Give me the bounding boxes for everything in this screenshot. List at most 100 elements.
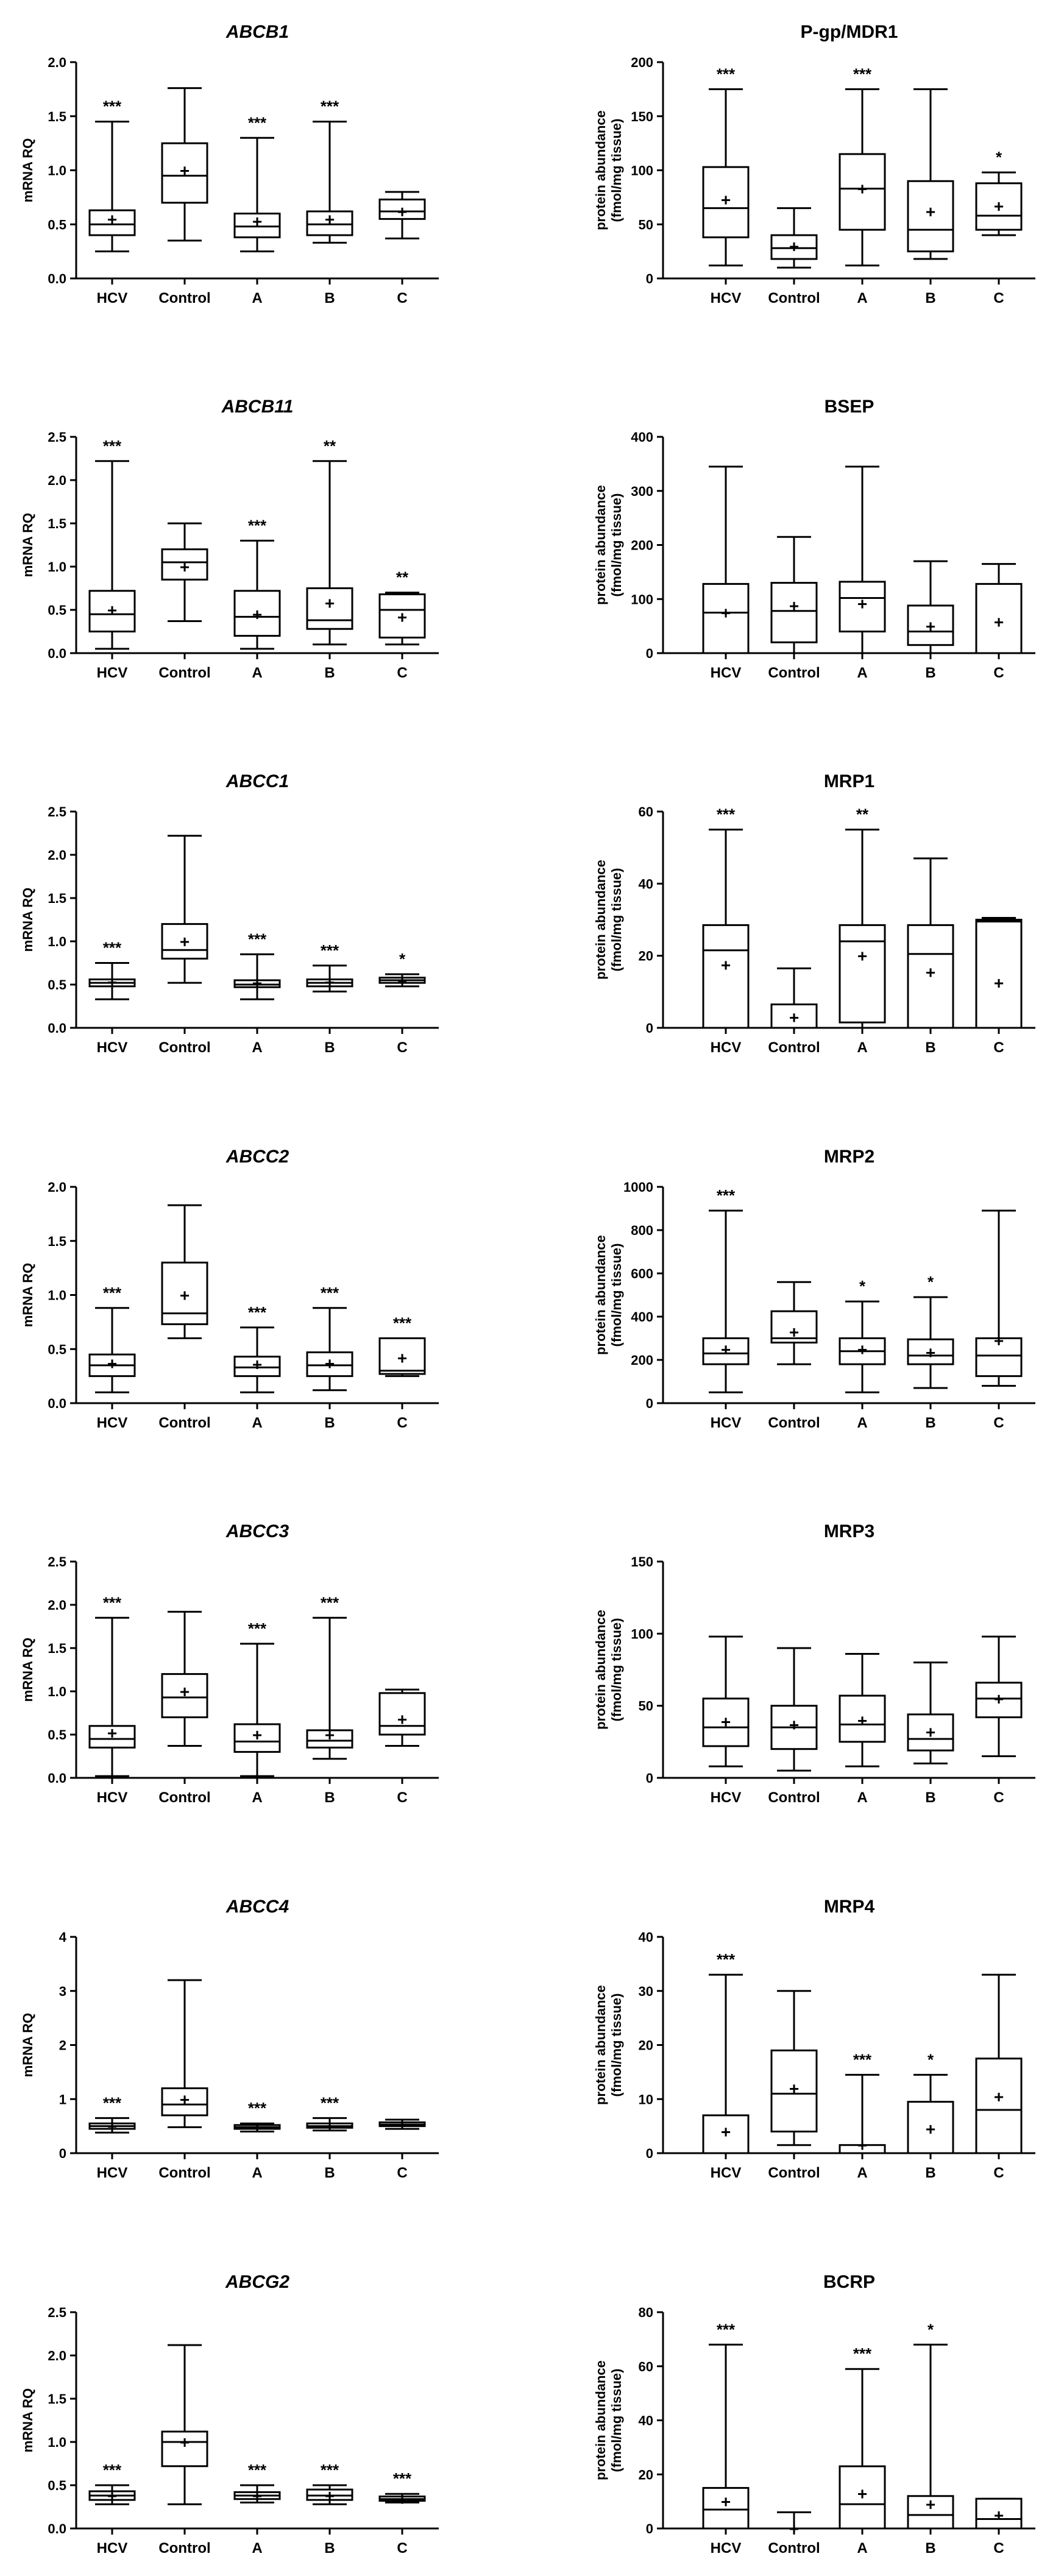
- mean-marker: +: [107, 601, 117, 620]
- iqr-box: [770, 2049, 818, 2132]
- mean-marker: +: [107, 2486, 117, 2505]
- mean-marker: +: [180, 557, 190, 576]
- mean-marker: +: [252, 605, 262, 624]
- y-tick-label: 0.5: [48, 1342, 66, 1357]
- box-a: A+***: [233, 2099, 281, 2181]
- significance-label: *: [927, 2050, 934, 2068]
- y-tick-label: 2.5: [48, 1554, 66, 1569]
- mean-marker: +: [325, 210, 335, 228]
- category-label: C: [993, 2540, 1004, 2557]
- y-axis-label: protein abundance: [593, 485, 608, 605]
- y-tick-label: 60: [639, 804, 653, 819]
- mean-marker: +: [721, 1340, 731, 1359]
- iqr-box: [975, 919, 1023, 1029]
- y-axis-label-units: (fmol/mg tissue): [609, 1244, 624, 1347]
- iqr-box: [907, 2101, 954, 2154]
- box-a: A+***: [839, 2344, 886, 2557]
- iqr-box: [161, 142, 208, 204]
- chart-title: MRP3: [824, 1521, 874, 1541]
- iqr-box: [161, 2087, 208, 2117]
- y-tick-label: 400: [631, 430, 653, 445]
- mean-marker: +: [397, 2115, 407, 2134]
- category-label: C: [397, 1415, 407, 1431]
- iqr-box: [839, 153, 886, 231]
- box-a: A+***: [233, 1303, 281, 1431]
- box-control: Control +: [158, 1610, 211, 1806]
- y-tick-label: 2: [59, 2038, 66, 2053]
- mean-marker: +: [926, 617, 935, 636]
- category-label: C: [993, 290, 1004, 306]
- mean-marker: +: [252, 2486, 262, 2505]
- chart-title: BCRP: [823, 2272, 875, 2292]
- category-label: Control: [768, 1039, 820, 1056]
- y-tick-label: 0.5: [48, 217, 66, 232]
- iqr-box: [839, 924, 886, 1024]
- box-c: C+: [975, 917, 1023, 1056]
- box-a: A+: [839, 465, 886, 681]
- y-tick-label: 0: [646, 271, 653, 286]
- category-label: HCV: [97, 2165, 128, 2181]
- category-label: B: [925, 1039, 935, 1056]
- mean-marker: +: [994, 2087, 1004, 2106]
- y-tick-label: 40: [639, 2413, 653, 2429]
- significance-label: ***: [248, 113, 267, 132]
- chart-title: BSEP: [825, 397, 874, 417]
- category-label: B: [925, 2540, 935, 2557]
- mean-marker: +: [107, 1354, 117, 1373]
- y-tick-label: 1.5: [48, 1641, 66, 1656]
- category-label: Control: [158, 1789, 210, 1806]
- significance-label: *: [859, 1277, 866, 1295]
- iqr-box: [839, 581, 886, 632]
- mean-marker: +: [180, 161, 190, 180]
- y-tick-label: 1.5: [48, 1234, 66, 1249]
- box-control: Control +: [158, 1979, 211, 2181]
- mean-marker: +: [926, 2120, 935, 2139]
- iqr-box: [702, 1337, 750, 1365]
- chart-title: P-gp/MDR1: [801, 22, 898, 42]
- category-label: Control: [768, 2165, 820, 2181]
- chart-title: ABCC1: [225, 771, 289, 791]
- box-hcv: HCV + ***: [702, 1950, 750, 2181]
- iqr-box: [975, 1682, 1023, 1719]
- mean-marker: +: [180, 932, 190, 951]
- significance-label: *: [996, 148, 1002, 166]
- y-tick-label: 0: [646, 1771, 653, 1786]
- y-tick-label: 40: [639, 876, 653, 891]
- box-a: A+***: [233, 930, 281, 1056]
- y-tick-label: 50: [639, 1699, 653, 1714]
- category-label: HCV: [711, 1415, 742, 1431]
- mean-marker: +: [325, 973, 335, 992]
- y-axis-label: protein abundance: [593, 1985, 608, 2105]
- box-hcv: HCV + ***: [702, 65, 750, 306]
- box-b: B + *: [907, 1273, 954, 1431]
- y-axis-label: mRNA RQ: [20, 513, 35, 578]
- y-axis-label: protein abundance: [593, 860, 608, 980]
- mean-marker: +: [397, 1348, 407, 1367]
- chart-mrp1: MRP1 protein abundance (fmol/mg tissue) 0 20…: [593, 771, 1035, 1056]
- y-tick-label: 100: [631, 592, 653, 607]
- mean-marker: +: [857, 1340, 867, 1359]
- chart-title: ABCC4: [225, 1897, 289, 1917]
- category-label: B: [324, 2165, 335, 2181]
- box-control: Control +: [768, 1990, 820, 2181]
- y-tick-label: 1.0: [48, 934, 66, 949]
- category-label: C: [397, 1789, 407, 1806]
- box-hcv: HCV + ***: [702, 2320, 750, 2557]
- category-label: C: [397, 2165, 407, 2181]
- box-hcv: HCV + ***: [702, 1186, 750, 1431]
- y-tick-label: 0: [646, 1021, 653, 1036]
- y-tick-label: 1.0: [48, 559, 66, 575]
- y-tick-label: 20: [639, 2038, 653, 2053]
- mean-marker: +: [397, 607, 407, 626]
- iqr-box: [975, 2058, 1023, 2154]
- mean-marker: +: [721, 955, 731, 974]
- iqr-box: [161, 923, 208, 960]
- category-label: A: [252, 1789, 262, 1806]
- box-c: C + ***: [378, 1314, 426, 1431]
- mean-marker: +: [857, 2136, 867, 2155]
- mean-marker: +: [325, 2117, 335, 2136]
- significance-label: ***: [321, 1284, 339, 1302]
- iqr-box: [233, 590, 281, 637]
- box-a: A + **: [839, 805, 886, 1056]
- iqr-box: [975, 1337, 1023, 1378]
